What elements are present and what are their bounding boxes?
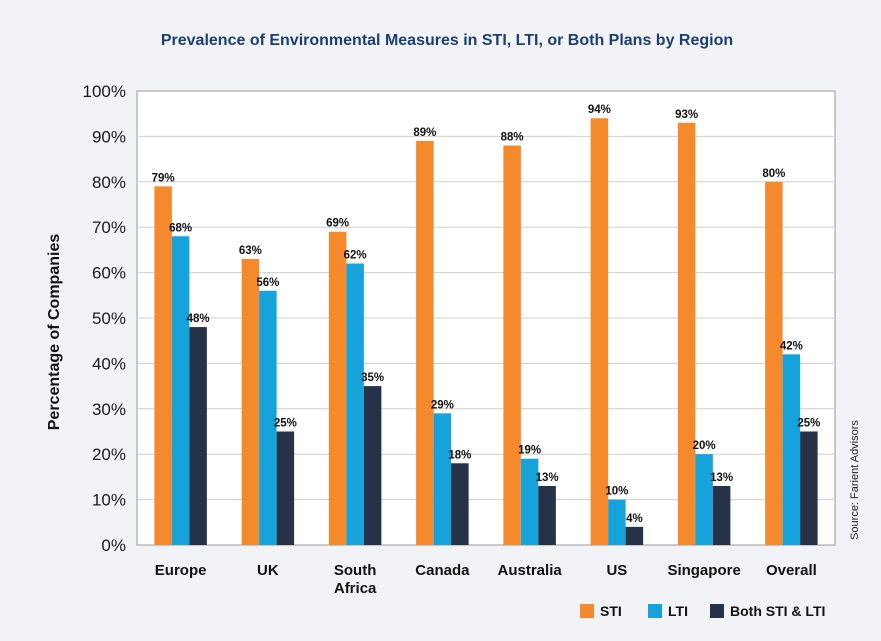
- data-label: 25%: [274, 418, 297, 430]
- legend: STI LTI Both STI & LTI: [580, 603, 825, 619]
- data-label: 13%: [710, 472, 733, 484]
- data-label: 20%: [693, 440, 716, 452]
- data-label: 88%: [501, 131, 524, 143]
- category-label: Europe: [155, 562, 207, 579]
- bar: [189, 327, 207, 545]
- y-axis-label: Percentage of Companies: [46, 234, 63, 431]
- data-label: 10%: [605, 486, 628, 498]
- chart-title: Prevalence of Environmental Measures in …: [161, 32, 733, 49]
- category-label: South: [334, 562, 377, 579]
- category-label: Singapore: [667, 562, 740, 579]
- bar: [241, 258, 260, 545]
- source-note: Source: Farient Advisors: [849, 420, 861, 540]
- legend-label: LTI: [668, 603, 688, 619]
- category-label: Australia: [498, 562, 563, 579]
- data-label: 62%: [344, 250, 367, 262]
- bar: [782, 354, 801, 545]
- y-axis-ticks: 0% 10% 20% 30% 40% 50% 60% 70% 80% 90% 100%: [83, 82, 126, 555]
- legend-swatch: [710, 604, 724, 618]
- y-tick-label: 40%: [92, 354, 126, 373]
- data-label: 94%: [588, 104, 611, 116]
- y-tick-label: 80%: [92, 173, 126, 192]
- bar: [503, 145, 521, 546]
- bar: [328, 231, 347, 546]
- data-label: 18%: [448, 449, 471, 461]
- bar: [259, 290, 277, 545]
- category-label: Canada: [415, 562, 470, 579]
- data-label: 89%: [413, 127, 436, 139]
- y-tick-label: 20%: [92, 445, 126, 464]
- y-tick-label: 100%: [83, 82, 126, 101]
- y-tick-label: 10%: [92, 491, 126, 510]
- legend-swatch: [580, 604, 594, 618]
- y-tick-label: 50%: [92, 309, 126, 328]
- data-label: 68%: [169, 222, 192, 234]
- y-tick-label: 30%: [92, 400, 126, 419]
- category-label: Africa: [334, 580, 377, 597]
- y-tick-label: 0%: [101, 536, 126, 555]
- data-label: 35%: [361, 372, 384, 384]
- data-label: 93%: [675, 109, 698, 121]
- data-label: 48%: [187, 313, 210, 325]
- data-label: 56%: [256, 277, 279, 289]
- legend-swatch: [648, 604, 662, 618]
- bar: [712, 485, 731, 545]
- bars: [154, 118, 818, 546]
- bar: [346, 263, 364, 545]
- bar: [800, 431, 818, 545]
- bar: [608, 499, 626, 545]
- legend-label: Both STI & LTI: [730, 603, 825, 619]
- bar: [451, 463, 469, 545]
- data-label: 13%: [536, 472, 559, 484]
- bar: [416, 140, 434, 545]
- bar: [677, 122, 696, 545]
- bar: [765, 181, 783, 546]
- data-labels: 79% 68% 48% 63% 56% 25% 69% 62% 35% 89% 29% 18% 88% 1…: [152, 104, 821, 525]
- bar: [276, 431, 295, 545]
- data-label: 69%: [326, 218, 349, 230]
- bar: [363, 386, 382, 545]
- bar: [538, 485, 556, 545]
- bar: [590, 118, 609, 546]
- data-label: 79%: [152, 172, 175, 184]
- category-label: UK: [257, 562, 279, 579]
- y-tick-label: 60%: [92, 264, 126, 283]
- legend-label: STI: [600, 603, 622, 619]
- data-label: 19%: [518, 445, 541, 457]
- data-label: 29%: [431, 399, 454, 411]
- data-label: 4%: [626, 513, 643, 525]
- data-label: 80%: [762, 168, 785, 180]
- bar: [625, 526, 644, 545]
- category-label: US: [606, 562, 627, 579]
- data-label: 25%: [797, 418, 820, 430]
- y-tick-label: 90%: [92, 127, 126, 146]
- category-label: Overall: [766, 562, 817, 579]
- bar: [154, 186, 172, 545]
- bar: [695, 454, 713, 545]
- bar: [433, 413, 452, 545]
- bar: [171, 236, 190, 545]
- data-label: 42%: [780, 340, 803, 352]
- data-label: 63%: [239, 245, 262, 257]
- bar: [520, 458, 539, 545]
- y-tick-label: 70%: [92, 218, 126, 237]
